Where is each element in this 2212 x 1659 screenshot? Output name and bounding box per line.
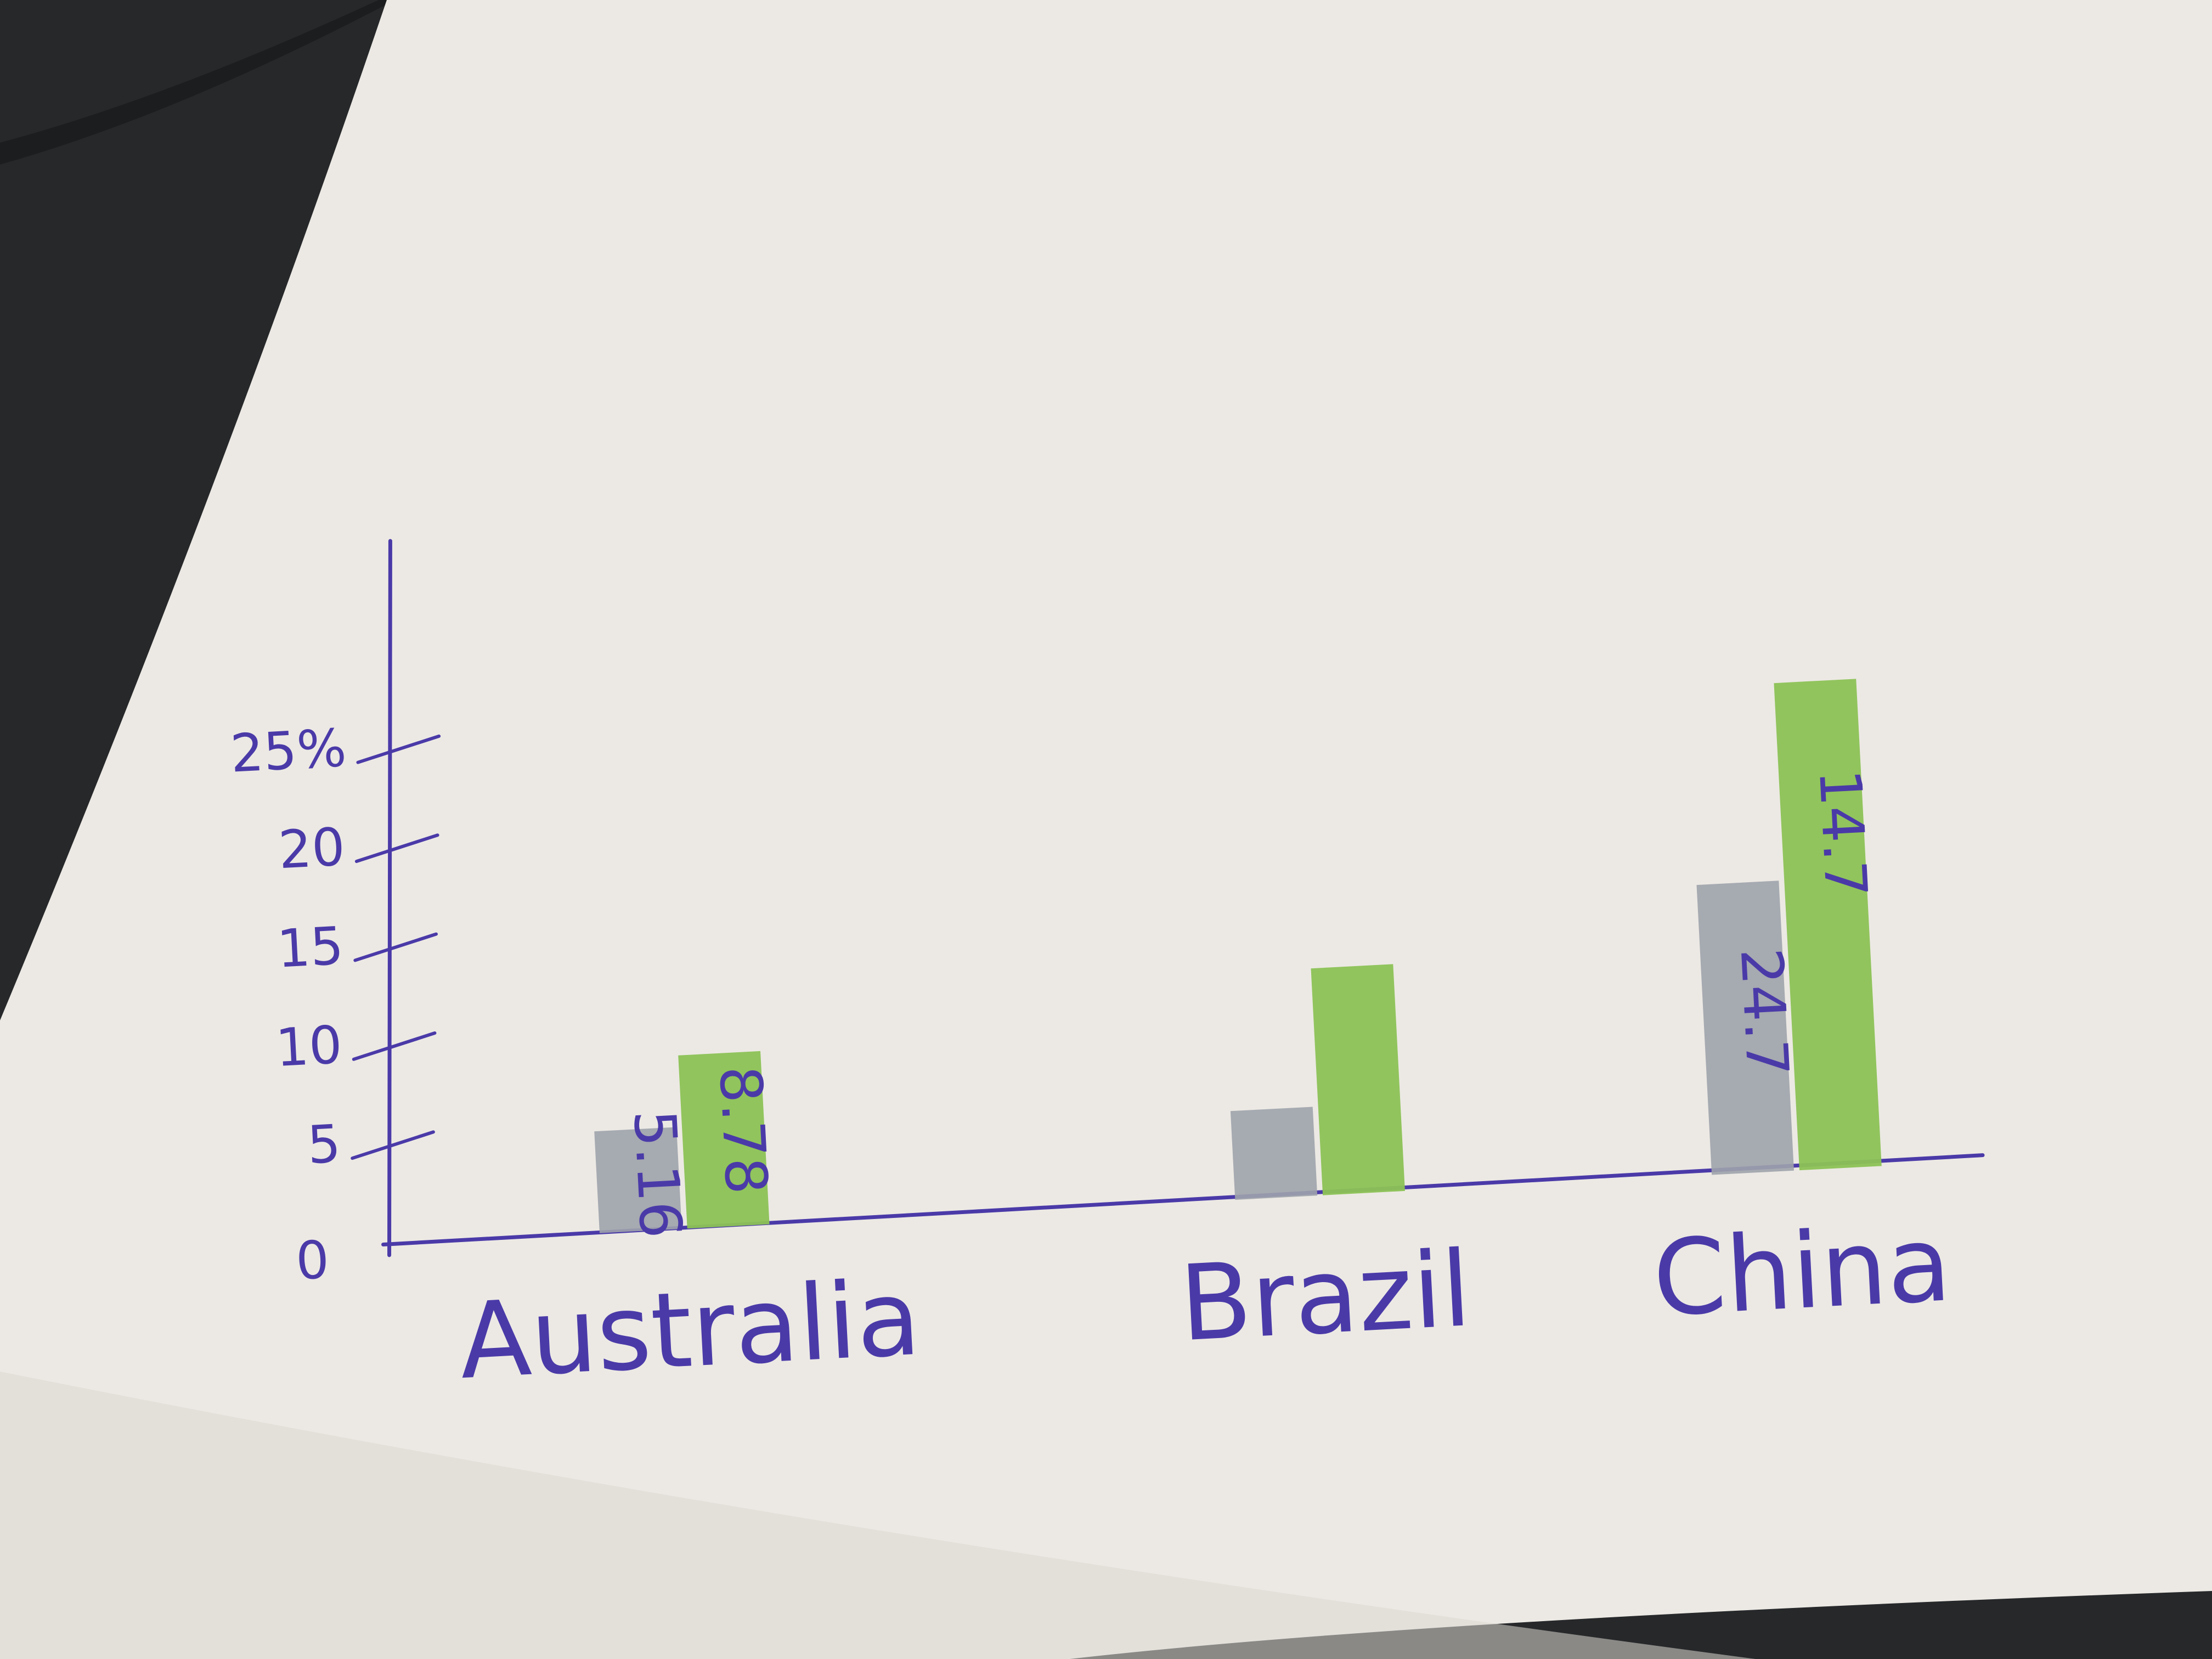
y-tick [354, 833, 439, 864]
y-tick-label: 10 [274, 1015, 343, 1079]
y-tick [356, 734, 441, 764]
bar-data-label: 5.16 [620, 1108, 694, 1240]
x-category-label: Australia [456, 1257, 923, 1403]
bar-data-label: 24.7 [1728, 946, 1801, 1078]
y-tick [353, 932, 438, 962]
y-tick-label: 0 [295, 1230, 331, 1292]
y-axis-line [387, 539, 392, 1257]
bar-gray [1230, 1107, 1318, 1200]
x-category-label: China [1650, 1203, 1954, 1340]
table-fold-shadow [0, 0, 395, 165]
bar-gray [1696, 881, 1794, 1175]
bar-data-label: 14.7 [1806, 768, 1880, 899]
bar-green [1311, 964, 1405, 1195]
y-tick [351, 1130, 435, 1160]
bar-gray [594, 1127, 682, 1233]
bar-green [1774, 679, 1882, 1171]
y-tick-label: 20 [277, 817, 346, 881]
paper-shading [0, 1372, 1756, 1659]
y-tick-label: 5 [306, 1114, 342, 1176]
bar-green [678, 1051, 770, 1229]
bar-chart: 0 5 10 15 20 25% 5.16 8.78 Australia Brazil 24.714… [229, 539, 1985, 1403]
y-tick [352, 1031, 437, 1061]
y-tick-label: 25% [229, 718, 348, 785]
bar-data-label: 8.78 [706, 1064, 780, 1196]
x-category-label: Brazil [1177, 1228, 1474, 1364]
y-tick-label: 15 [275, 916, 345, 980]
